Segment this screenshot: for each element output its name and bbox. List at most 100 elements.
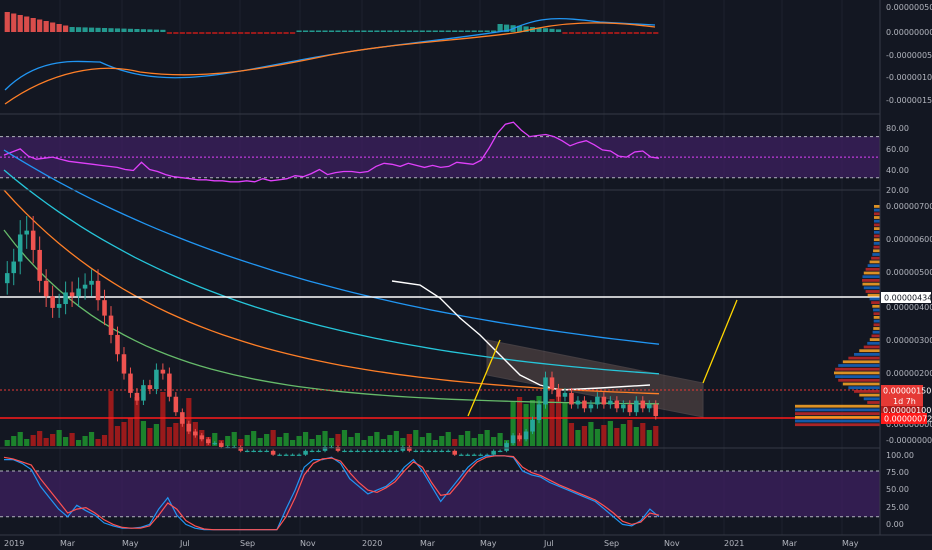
volume-profile-bar <box>869 260 880 264</box>
macd-histogram-bar <box>640 32 646 34</box>
price-tick: 0.00000000 <box>886 420 932 429</box>
candle <box>115 334 120 355</box>
candle <box>653 404 659 417</box>
volume-profile-bar <box>869 338 880 341</box>
macd-histogram-bar <box>289 32 296 34</box>
price-tick: 0.00000700 <box>886 202 932 211</box>
stoch-tick: 50.00 <box>886 485 909 494</box>
macd-histogram-bar <box>413 30 419 32</box>
candle <box>465 454 470 456</box>
volume-profile-bar <box>838 364 880 367</box>
macd-histogram-bar <box>393 30 399 32</box>
trend-line-yellow <box>467 339 501 417</box>
macd-tick: 0.00000050 <box>886 3 932 12</box>
price-tick: 0.00000200 <box>886 369 932 378</box>
macd-histogram-bar <box>633 32 639 34</box>
macd-histogram-bar <box>134 29 140 32</box>
descending-channel <box>486 339 704 418</box>
macd-histogram-bar <box>121 28 127 32</box>
macd-panel[interactable] <box>4 12 659 105</box>
volume-bar <box>491 437 497 446</box>
volume-profile-bar <box>871 301 880 304</box>
macd-tick: -0.00000050 <box>886 51 932 60</box>
stoch-tick: 25.00 <box>886 503 909 512</box>
candle <box>569 392 574 405</box>
volume-bar <box>17 432 23 446</box>
candle <box>491 450 496 455</box>
time-axis[interactable]: 2019 Mar May Jul Sep Nov 2020 Mar May Ju… <box>4 539 859 548</box>
volume-bar <box>387 435 393 446</box>
candle <box>89 280 94 285</box>
current-price-tag[interactable] <box>881 385 923 396</box>
main-price-scale[interactable]: 0.00000700 0.00000600 0.00000500 0.00000… <box>881 202 932 445</box>
candle <box>283 454 289 456</box>
price-tick: 0.00000600 <box>886 235 932 244</box>
ma-white-line <box>391 280 651 391</box>
volume-profile-bar <box>795 423 880 427</box>
macd-histogram-bar <box>160 29 166 32</box>
macd-histogram-bar <box>199 32 205 34</box>
rsi-panel[interactable] <box>0 121 880 183</box>
macd-histogram-bar <box>367 30 374 32</box>
macd-histogram-bar <box>627 32 633 34</box>
macd-histogram-bar <box>257 32 263 34</box>
volume-bar <box>24 439 30 446</box>
macd-histogram-bar <box>341 30 348 32</box>
red-level-tag[interactable] <box>881 413 927 424</box>
candle <box>206 439 211 444</box>
macd-tick: 0.00000000 <box>886 28 932 37</box>
candle <box>452 450 457 455</box>
volume-profile-bar <box>873 249 880 253</box>
candle <box>335 446 341 451</box>
volume-profile-bar <box>863 286 880 290</box>
macd-histogram-bar <box>322 30 328 32</box>
volume-bar <box>620 424 626 446</box>
candle <box>582 400 587 409</box>
price-tick: 0.00000300 <box>886 336 932 345</box>
volume-bar <box>121 422 127 446</box>
price-panel[interactable] <box>0 149 880 456</box>
macd-histogram-bar <box>555 29 562 32</box>
rsi-price-scale[interactable]: 80.00 60.00 40.00 20.00 <box>886 124 909 195</box>
candle <box>251 450 256 453</box>
macd-histogram-bar <box>205 32 211 34</box>
candle <box>4 273 10 284</box>
volume-bar <box>452 439 458 446</box>
stoch-tick: 75.00 <box>886 468 909 477</box>
macd-histogram-bar <box>30 18 36 32</box>
stochastic-price-scale[interactable]: 100.00 75.00 50.00 25.00 0.00 <box>886 451 914 529</box>
candle <box>530 419 535 432</box>
macd-histogram-bar <box>348 30 354 32</box>
candle <box>76 288 81 297</box>
candle <box>50 296 55 308</box>
macd-histogram-bar <box>50 22 56 32</box>
macd-histogram-bar <box>147 29 153 32</box>
volume-profile-bar <box>873 312 880 316</box>
volume-bar <box>478 434 484 446</box>
candle <box>400 446 406 451</box>
macd-price-scale[interactable]: 0.00000050 0.00000000 -0.00000050 -0.000… <box>886 3 932 105</box>
macd-histogram-bar <box>335 30 341 32</box>
volume-bar <box>238 439 244 446</box>
macd-histogram-bar <box>536 27 542 32</box>
time-tick: Nov <box>300 539 316 548</box>
volume-bar <box>231 432 237 446</box>
macd-histogram-bar <box>549 28 555 32</box>
volume-profile-bar <box>873 227 880 230</box>
macd-histogram-bar <box>17 15 23 32</box>
volume-bar <box>374 432 380 446</box>
macd-histogram-bar <box>439 30 445 32</box>
stochastic-panel[interactable] <box>0 455 880 531</box>
candle <box>504 443 509 451</box>
volume-profile-bar <box>863 397 880 401</box>
macd-histogram-bar <box>4 12 10 32</box>
macd-histogram-bar <box>88 27 95 32</box>
candle <box>173 396 179 413</box>
white-level-tag[interactable] <box>881 292 931 303</box>
volume-bar <box>244 435 250 446</box>
macd-histogram-bar <box>127 28 134 32</box>
macd-histogram-bar <box>594 32 600 34</box>
stoch-tick: 0.00 <box>886 520 904 529</box>
candle <box>316 450 321 453</box>
